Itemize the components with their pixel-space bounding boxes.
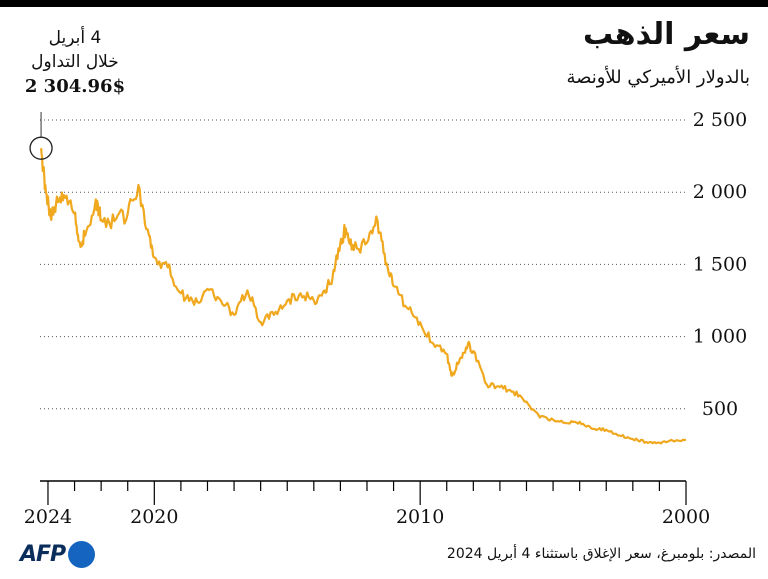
x-tick-label: 2024	[24, 506, 72, 528]
top-bar	[0, 0, 768, 7]
afp-logo: AFP	[20, 540, 96, 568]
price-callout: 4 أبريل خلال التداول 2 304.96$	[10, 26, 140, 100]
afp-logo-text: AFP	[20, 541, 66, 567]
callout-value: 2 304.96$	[24, 76, 126, 97]
y-tick-label: 2 000	[693, 181, 747, 203]
source-note: المصدر: بلومبرغ، سعر الإغلاق باستثناء 4 …	[446, 546, 756, 562]
chart-subtitle: بالدولار الأميركي للأونصة	[566, 67, 750, 88]
x-tick-label: 2010	[396, 506, 444, 528]
y-tick-label: 500	[702, 398, 738, 420]
y-tick-label: 1 000	[693, 326, 747, 348]
x-tick-label: 2020	[130, 506, 178, 528]
chart-title: سعر الذهب	[583, 17, 750, 52]
gold-price-line	[40, 148, 687, 445]
callout-label: خلال التداول	[31, 52, 119, 72]
callout-date: 4 أبريل	[48, 28, 102, 48]
y-tick-label: 1 500	[693, 253, 747, 275]
annotation-circle	[29, 136, 53, 160]
y-tick-label: 2 500	[693, 109, 747, 131]
afp-logo-dot	[68, 540, 96, 568]
x-tick-label: 2000	[662, 506, 710, 528]
